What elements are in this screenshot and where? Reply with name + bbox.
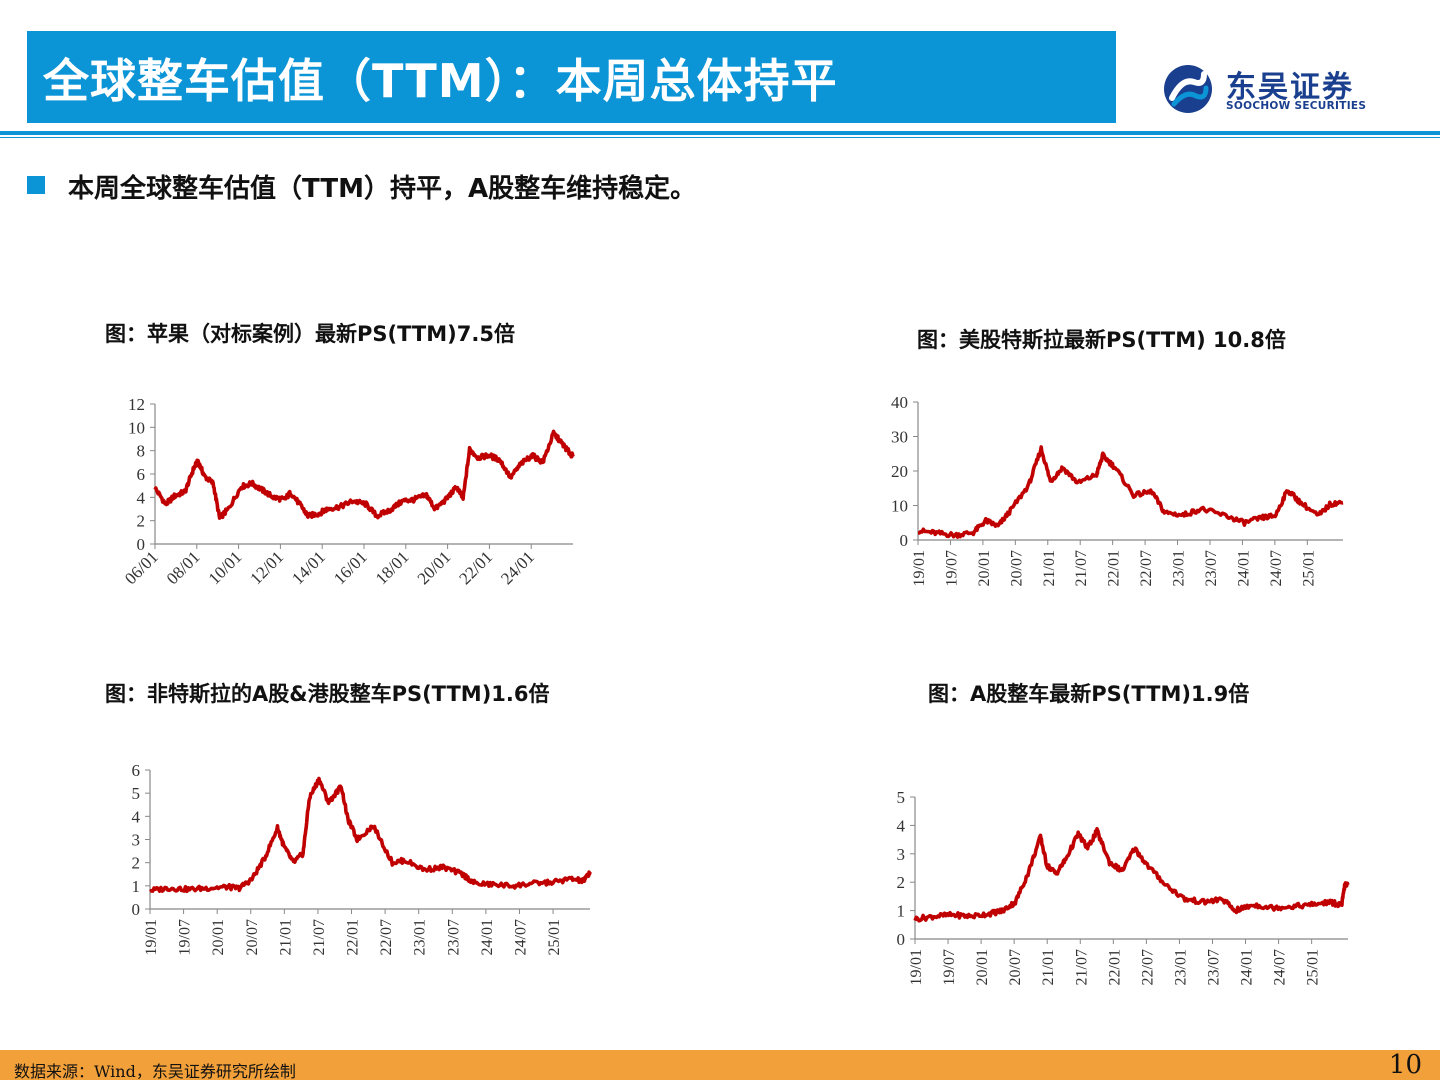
x-tick-label-0-9: 24/01 [497,547,538,588]
y-tick-label-1-0: 0 [900,531,909,550]
y-tick-label-2-2: 2 [132,854,141,873]
chart-title-non-tesla: 图：非特斯拉的A股&港股整车PS(TTM)1.6倍 [105,682,550,706]
y-tick-label-0-6: 12 [128,395,145,414]
page-title: 全球整车估值（TTM）：本周总体持平 [43,54,838,108]
y-tick-label-2-6: 6 [132,761,141,780]
title-divider [0,131,1440,135]
chart-title-a-share: 图：A股整车最新PS(TTM)1.9倍 [928,682,1250,706]
x-tick-label-3-10: 24/01 [1239,949,1256,985]
x-tick-label-2-10: 24/01 [479,919,496,955]
x-tick-label-0-1: 08/01 [163,547,204,588]
footer-source: 数据来源：Wind，东吴证券研究所绘制 [14,1062,296,1081]
x-tick-label-3-2: 20/01 [974,949,991,985]
bullet-square-icon [27,176,45,194]
title-bar: 全球整车估值（TTM）：本周总体持平 [27,31,1116,123]
x-tick-label-3-5: 21/07 [1073,949,1090,985]
x-tick-label-1-10: 24/01 [1235,550,1252,586]
series-line-3 [913,826,1350,923]
x-tick-label-1-11: 24/07 [1268,550,1285,586]
x-tick-label-1-4: 21/01 [1041,550,1058,586]
y-tick-label-0-5: 10 [128,418,145,437]
y-tick-label-0-4: 8 [137,442,146,461]
x-tick-label-1-6: 22/01 [1106,550,1123,586]
x-tick-label-1-9: 23/07 [1203,550,1220,586]
title-divider-thin [0,137,1440,138]
y-tick-label-3-1: 1 [897,902,906,921]
x-tick-label-2-5: 21/07 [311,919,328,955]
x-tick-label-1-1: 19/07 [943,550,960,586]
x-tick-label-1-2: 20/01 [976,550,993,586]
x-tick-label-1-3: 20/07 [1008,550,1025,586]
logo-english: SOOCHOW SECURITIES [1226,100,1367,112]
y-tick-label-0-2: 4 [137,488,146,507]
x-tick-label-0-4: 14/01 [288,547,329,588]
x-tick-label-2-6: 22/01 [345,919,362,955]
x-tick-label-3-3: 20/07 [1007,949,1024,985]
x-tick-label-2-8: 23/01 [412,919,429,955]
bullet-text: 本周全球整车估值（TTM）持平，A股整车维持稳定。 [68,174,697,204]
page-number: 10 [1388,1050,1422,1080]
y-tick-label-3-5: 5 [897,788,906,807]
x-tick-label-1-7: 22/07 [1138,550,1155,586]
x-tick-label-0-5: 16/01 [330,547,371,588]
x-tick-label-2-1: 19/07 [177,919,194,955]
series-line-0 [153,429,575,520]
x-tick-label-0-0: 06/01 [121,547,162,588]
x-tick-label-0-6: 18/01 [372,547,413,588]
y-tick-label-0-0: 0 [137,535,146,554]
x-tick-label-3-9: 23/07 [1205,949,1222,985]
chart-title-apple: 图：苹果（对标案例）最新PS(TTM)7.5倍 [105,322,515,346]
y-tick-label-1-2: 20 [891,462,908,481]
series-line-1 [917,445,1344,539]
x-tick-label-2-7: 22/07 [378,919,395,955]
x-tick-label-2-2: 20/01 [210,919,227,955]
x-tick-label-1-12: 25/01 [1300,550,1317,586]
y-tick-label-1-3: 30 [891,428,908,447]
x-tick-label-2-0: 19/01 [143,919,160,955]
footer-bar: 数据来源：Wind，东吴证券研究所绘制 10 [0,1050,1440,1081]
x-tick-label-3-12: 25/01 [1305,949,1322,985]
x-tick-label-2-9: 23/07 [445,919,462,955]
x-tick-label-0-8: 22/01 [455,547,496,588]
x-tick-label-2-11: 24/07 [512,919,529,955]
x-tick-label-0-2: 10/01 [205,547,246,588]
x-tick-label-3-6: 22/01 [1106,949,1123,985]
y-tick-label-3-2: 2 [897,873,906,892]
y-tick-label-2-4: 4 [132,807,141,826]
x-tick-label-1-8: 23/01 [1171,550,1188,586]
y-tick-label-1-1: 10 [891,497,908,516]
x-tick-label-0-7: 20/01 [414,547,455,588]
x-tick-label-3-1: 19/07 [941,949,958,985]
chart-title-tesla: 图：美股特斯拉最新PS(TTM) 10.8倍 [917,328,1286,352]
x-tick-label-3-4: 21/01 [1040,949,1057,985]
y-tick-label-2-5: 5 [132,784,141,803]
x-tick-label-2-4: 21/01 [277,919,294,955]
y-tick-label-0-3: 6 [137,465,146,484]
logo-mark-icon [1164,65,1212,113]
x-tick-label-1-0: 19/01 [911,550,928,586]
logo-name: 东吴证券 [1226,70,1354,105]
x-tick-label-1-5: 21/07 [1073,550,1090,586]
y-tick-label-3-4: 4 [897,816,906,835]
y-tick-label-2-0: 0 [132,900,141,919]
x-tick-label-2-12: 25/01 [546,919,563,955]
x-tick-label-2-3: 20/07 [244,919,261,955]
x-tick-label-3-11: 24/07 [1272,949,1289,985]
x-tick-label-3-7: 22/07 [1139,949,1156,985]
y-tick-label-0-1: 2 [137,512,146,531]
logo: 东吴证券 SOOCHOW SECURITIES [1160,60,1370,118]
y-tick-label-3-0: 0 [897,930,906,949]
y-tick-label-3-3: 3 [897,845,906,864]
x-tick-label-3-0: 19/01 [908,949,925,985]
series-line-2 [149,776,592,894]
y-tick-label-2-3: 3 [132,831,141,850]
y-tick-label-2-1: 1 [132,877,141,896]
x-tick-label-3-8: 23/01 [1172,949,1189,985]
y-tick-label-1-4: 40 [891,393,908,412]
x-tick-label-0-3: 12/01 [246,547,287,588]
